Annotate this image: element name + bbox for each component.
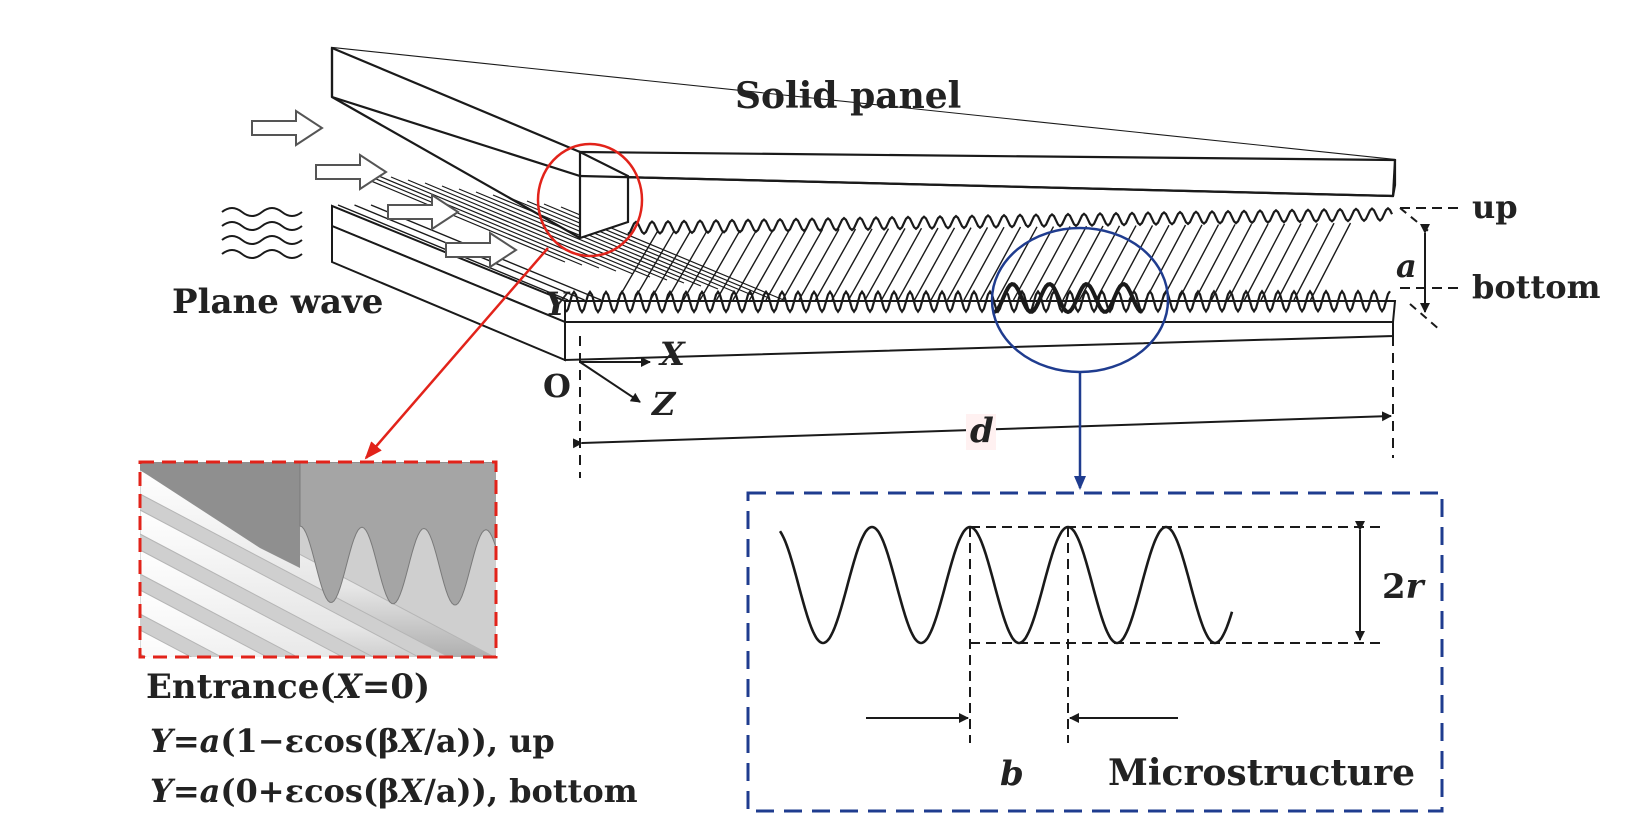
equation-bottom: Y=a(0+εcos(βX/a)), bottom: [150, 772, 638, 810]
microstructure-label: Microstructure: [1108, 752, 1415, 794]
length-d-label: d: [970, 411, 994, 451]
top-solid-panel: [330, 46, 1397, 240]
two-r-label: 2r: [1382, 567, 1426, 607]
microstructure-callout: [990, 226, 1170, 490]
entrance-callout: [364, 142, 644, 460]
pitch-b-label: b: [1000, 754, 1024, 794]
equation-up: Y=a(1−εcos(βX/a)), up: [150, 722, 555, 760]
axis-z-label: Z: [650, 385, 677, 423]
entrance-label: Entrance(X=0): [146, 667, 430, 707]
axis-y-label: Y: [545, 285, 571, 323]
microstructure-inset: [746, 491, 1444, 813]
bottom-label: bottom: [1472, 268, 1601, 306]
up-wave-front: [627, 206, 1393, 236]
up-label: up: [1472, 188, 1518, 226]
gap-a-label: a: [1396, 247, 1417, 285]
plane-wave-icon: [221, 207, 303, 259]
origin-label: O: [543, 367, 571, 405]
axis-x-label: X: [658, 335, 686, 373]
solid-panel-label: Solid panel: [735, 75, 961, 117]
entrance-inset: [138, 460, 498, 659]
gap-markers: [1399, 207, 1460, 331]
plane-wave-label: Plane wave: [172, 282, 383, 322]
bottom-wave-front: [565, 289, 1391, 314]
bottom-panel: [331, 204, 1397, 362]
coordinate-axes: [579, 357, 651, 403]
channel-ridges: [337, 167, 1352, 302]
incident-arrows: [251, 109, 518, 269]
magnified-wave: [993, 281, 1143, 315]
microstructure-wave: [778, 525, 1234, 645]
length-dimension: [572, 336, 1394, 478]
